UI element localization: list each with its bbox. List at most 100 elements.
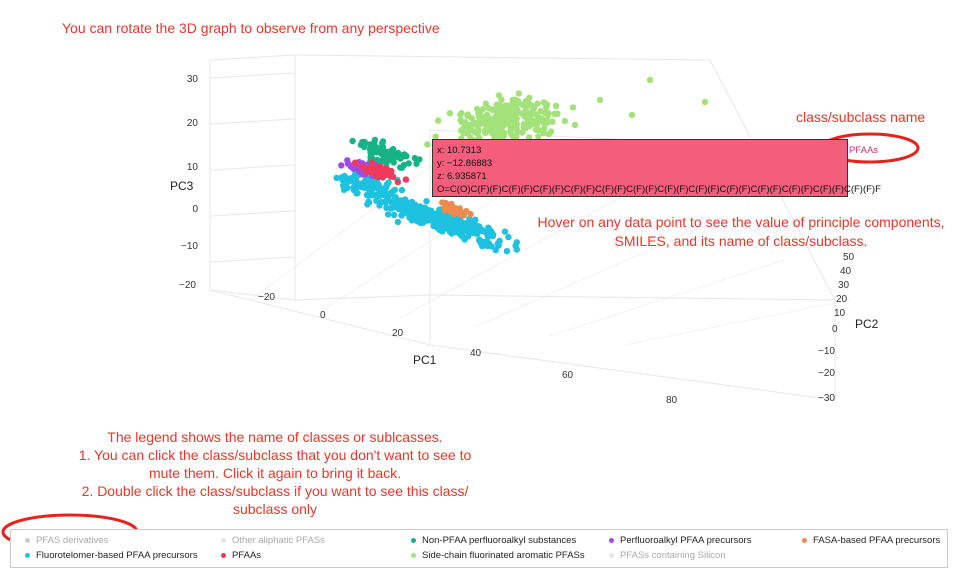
point-side-chain[interactable] bbox=[482, 100, 490, 107]
point-side-chain[interactable] bbox=[701, 98, 709, 106]
point-fluorotelomer[interactable] bbox=[383, 204, 390, 211]
point-side-chain[interactable] bbox=[504, 118, 511, 125]
point-fluorotelomer[interactable] bbox=[375, 189, 383, 197]
point-fluorotelomer[interactable] bbox=[414, 212, 421, 219]
point-fluorotelomer[interactable] bbox=[424, 213, 432, 221]
point-side-chain[interactable] bbox=[478, 118, 486, 125]
point-side-chain[interactable] bbox=[544, 111, 552, 119]
data-points[interactable] bbox=[333, 76, 709, 255]
point-fasa[interactable] bbox=[460, 212, 467, 219]
point-pfaa[interactable] bbox=[367, 166, 374, 173]
point-fluorotelomer[interactable] bbox=[501, 228, 509, 235]
point-fluorotelomer[interactable] bbox=[466, 215, 473, 223]
point-fluorotelomer[interactable] bbox=[423, 198, 430, 205]
point-side-chain[interactable] bbox=[646, 76, 654, 84]
point-side-chain[interactable] bbox=[498, 130, 505, 137]
point-side-chain[interactable] bbox=[468, 114, 475, 122]
point-side-chain[interactable] bbox=[509, 100, 516, 107]
point-fluorotelomer[interactable] bbox=[436, 215, 443, 222]
point-fluorotelomer[interactable] bbox=[341, 172, 348, 180]
point-fluorotelomer[interactable] bbox=[489, 231, 497, 238]
point-side-chain[interactable] bbox=[507, 130, 515, 137]
point-fluorotelomer[interactable] bbox=[503, 248, 511, 255]
point-side-chain[interactable] bbox=[529, 117, 536, 124]
point-pfaa[interactable] bbox=[379, 165, 386, 172]
point-fluorotelomer[interactable] bbox=[333, 174, 340, 182]
point-side-chain[interactable] bbox=[509, 116, 517, 124]
point-fluorotelomer[interactable] bbox=[411, 205, 419, 212]
point-side-chain[interactable] bbox=[482, 127, 489, 134]
point-non-pfaa[interactable] bbox=[379, 148, 386, 155]
point-side-chain[interactable] bbox=[549, 118, 556, 125]
point-side-chain[interactable] bbox=[515, 90, 523, 97]
point-fluorotelomer[interactable] bbox=[387, 190, 394, 197]
point-fluorotelomer[interactable] bbox=[450, 225, 457, 232]
point-pfaa[interactable] bbox=[387, 173, 394, 180]
point-pfaa[interactable] bbox=[374, 173, 382, 181]
point-non-pfaa[interactable] bbox=[379, 138, 387, 145]
point-perfluoroalkyl-precursor[interactable] bbox=[350, 165, 357, 172]
point-side-chain[interactable] bbox=[458, 119, 465, 126]
point-fluorotelomer[interactable] bbox=[473, 222, 480, 230]
point-fluorotelomer[interactable] bbox=[488, 243, 495, 250]
point-fluorotelomer[interactable] bbox=[494, 241, 501, 248]
point-fluorotelomer[interactable] bbox=[376, 202, 383, 209]
point-side-chain[interactable] bbox=[512, 122, 519, 129]
point-side-chain[interactable] bbox=[487, 122, 494, 129]
point-fluorotelomer[interactable] bbox=[357, 183, 364, 190]
point-fluorotelomer[interactable] bbox=[449, 219, 457, 226]
point-pfaa[interactable] bbox=[368, 159, 376, 166]
legend-item-perfluoroalkyl-precursors[interactable]: Perfluoroalkyl PFAA precursors bbox=[609, 535, 751, 546]
point-fluorotelomer[interactable] bbox=[389, 204, 397, 211]
point-side-chain[interactable] bbox=[524, 110, 532, 117]
point-fluorotelomer[interactable] bbox=[373, 197, 380, 204]
point-side-chain[interactable] bbox=[435, 117, 442, 124]
point-side-chain[interactable] bbox=[534, 100, 541, 107]
point-side-chain[interactable] bbox=[596, 96, 604, 104]
point-side-chain[interactable] bbox=[532, 126, 540, 133]
point-fasa[interactable] bbox=[467, 210, 474, 218]
point-fluorotelomer[interactable] bbox=[462, 225, 470, 233]
point-fluorotelomer[interactable] bbox=[492, 246, 499, 254]
point-non-pfaa[interactable] bbox=[388, 148, 396, 156]
point-fluorotelomer[interactable] bbox=[383, 181, 391, 188]
point-side-chain[interactable] bbox=[554, 110, 561, 118]
point-side-chain[interactable] bbox=[475, 127, 482, 134]
point-fluorotelomer[interactable] bbox=[365, 198, 372, 205]
point-non-pfaa[interactable] bbox=[361, 138, 368, 146]
point-fluorotelomer[interactable] bbox=[350, 184, 357, 191]
legend-item-side-chain[interactable]: Side-chain fluorinated aromatic PFASs bbox=[411, 550, 585, 561]
legend-item-pfas-derivatives[interactable]: PFAS derivatives bbox=[25, 535, 108, 546]
point-side-chain[interactable] bbox=[488, 117, 495, 124]
point-fluorotelomer[interactable] bbox=[423, 206, 430, 213]
point-perfluoroalkyl-precursor[interactable] bbox=[344, 160, 352, 167]
point-fluorotelomer[interactable] bbox=[376, 183, 383, 191]
point-non-pfaa[interactable] bbox=[382, 153, 389, 161]
point-fluorotelomer[interactable] bbox=[340, 182, 347, 189]
point-fasa[interactable] bbox=[449, 206, 457, 213]
point-side-chain[interactable] bbox=[476, 111, 483, 118]
point-fluorotelomer[interactable] bbox=[458, 233, 466, 240]
point-non-pfaa[interactable] bbox=[349, 137, 356, 145]
point-pfaa[interactable] bbox=[373, 164, 380, 172]
point-side-chain[interactable] bbox=[464, 130, 472, 137]
point-side-chain[interactable] bbox=[506, 108, 513, 115]
point-side-chain[interactable] bbox=[545, 130, 552, 138]
point-non-pfaa[interactable] bbox=[361, 143, 368, 150]
point-side-chain[interactable] bbox=[446, 110, 454, 117]
point-fluorotelomer[interactable] bbox=[405, 199, 413, 207]
point-side-chain[interactable] bbox=[489, 106, 496, 113]
point-fluorotelomer[interactable] bbox=[390, 211, 398, 219]
point-fluorotelomer[interactable] bbox=[352, 175, 360, 182]
point-side-chain[interactable] bbox=[460, 126, 467, 133]
point-fluorotelomer[interactable] bbox=[366, 180, 373, 187]
point-fluorotelomer[interactable] bbox=[398, 186, 406, 194]
point-side-chain[interactable] bbox=[569, 104, 577, 111]
point-fluorotelomer[interactable] bbox=[477, 239, 484, 247]
legend-item-fluorotelomer[interactable]: Fluorotelomer-based PFAA precursors bbox=[25, 550, 198, 561]
point-side-chain[interactable] bbox=[535, 133, 542, 140]
point-side-chain[interactable] bbox=[424, 141, 431, 148]
point-non-pfaa[interactable] bbox=[371, 147, 378, 155]
point-side-chain[interactable] bbox=[530, 105, 538, 112]
point-fluorotelomer[interactable] bbox=[394, 218, 402, 226]
